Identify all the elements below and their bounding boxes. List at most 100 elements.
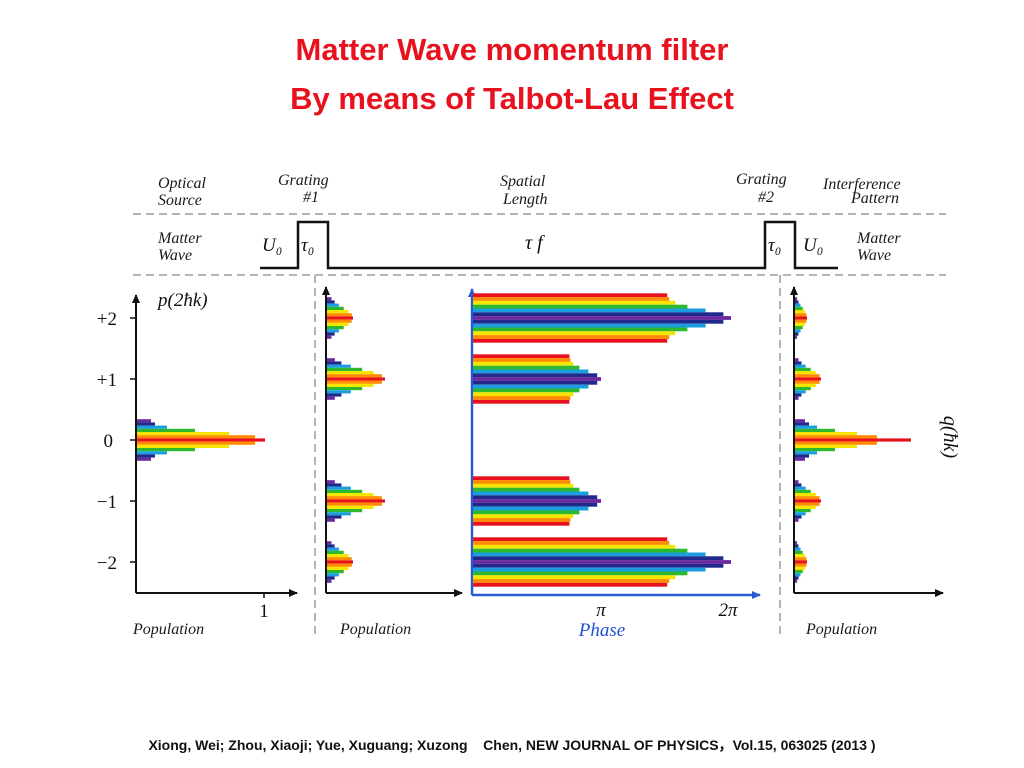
p2-order-p2-bar [327,326,344,330]
p3-order-p1-bar [473,388,580,393]
panel-4-axes: Population q(ħk) [790,286,961,638]
p3-order-m2-bar [473,571,688,576]
p2-order-m2-bar [327,566,349,570]
p3-order-m1-bar [473,491,589,496]
tau0-right-label: τ₀ [768,235,781,256]
p2-order-p1-bar [327,364,351,368]
tau0-left-label: τ₀ [301,235,314,256]
p1-order-0-bar [137,438,265,442]
p3-order-m1-bar [473,518,571,522]
p3-order-m1-bar [473,510,580,515]
p2-order-p1-bar [327,367,363,371]
p3-order-p1-bar [473,369,589,374]
p4-order-m2-bar [795,563,807,567]
p4-order-m2-bar [795,579,798,583]
p3-order-p1-bar [473,373,598,378]
p4-order-p1-bar [795,358,799,362]
matter-wave-right-label-1: Matter [856,230,901,247]
p1-order-0-bar [137,428,195,432]
p2-order-m1-bar [327,483,342,487]
p4-order-0-bar [795,441,877,445]
p4-order-m1-bar [795,512,806,516]
panel-4-xlabel: Population [805,621,877,638]
p4-order-m1-bar [795,515,802,519]
p4-order-p2-bar [795,300,799,304]
p1-order-0-bar [137,435,255,439]
p2-order-p2-bar [327,322,349,326]
optical-source-label-1: Optical [158,175,207,192]
p2-order-m2-bar [327,544,335,548]
p3-order-p2-bar [473,304,688,309]
p4-order-p2-bar [795,306,803,310]
p1-order-0-bar [137,432,229,436]
p2-order-p2-bar [327,310,349,314]
p3-order-m1-bar [473,495,598,500]
p4-order-m2-bar [795,541,798,545]
panel-2-xlabel: Population [339,621,411,638]
p1-order-0-bar [137,454,155,458]
p2-order-p1-bar [327,380,382,384]
p3-order-p1-bar [473,399,570,404]
panel-1-xlabel: Population [132,621,204,638]
p2-order-p2-bar [327,329,339,333]
p3-order-p1-bar [473,358,571,362]
p4-order-m1-bar [795,489,811,493]
grating1-label-1: Grating [278,172,329,189]
slide-title-line-2: By means of Talbot-Lau Effect [290,81,734,116]
p2-order-p1-bar [327,393,342,397]
panel-3-xlabel: Phase [578,620,625,641]
p3-order-m2-bar [473,579,670,583]
y-tick-m1: −1 [97,492,117,513]
p1-order-0-bar [137,422,155,426]
p4-order-m1-bar [795,509,811,513]
interference-pattern-label-1: Interference [822,176,901,193]
p1-order-0-bar [137,444,229,448]
p2-order-m1-bar [327,515,342,519]
p4-order-m2-bar [795,576,799,580]
p1-order-0-bar [137,451,167,455]
p4-order-0-bar [795,457,805,461]
p3-order-m2-bar [473,552,706,557]
p3-order-m1-bar [473,502,598,507]
p2-order-p2-bar [327,306,344,310]
p2-order-p1-bar [327,371,374,375]
grating1-label-2: #1 [303,189,319,206]
p3-order-p2-bar [473,335,670,339]
p2-order-p1-bar [327,387,363,391]
p4-order-p1-bar [795,396,799,400]
p4-order-0-bar [795,438,911,442]
p4-order-0-bar [795,425,817,429]
matter-wave-left-label-2: Wave [158,247,192,264]
p2-order-m2-bar [327,570,344,574]
p2-order-m2-bar [327,573,339,577]
p2-order-m2-bar [327,557,352,561]
p3-order-m2-bar [473,563,724,568]
p4-order-0-bar [795,454,809,458]
p4-order-p2-bar [795,297,798,301]
p2-order-m1-bar [327,486,351,490]
p2-order-m1-bar [327,518,335,522]
p3-order-p1-bar [473,380,598,385]
p4-order-0-bar [795,435,877,439]
p2-order-m2-bar [327,550,344,554]
p4-order-m2-bar [795,547,801,551]
dashed-separators [133,213,946,635]
p3-order-m2-bar [473,582,668,587]
p4-order-p1-bar [795,387,811,391]
p3-order-m2-bar [473,575,676,580]
p4-order-m2-bar [795,570,803,574]
slide-title-line-1: Matter Wave momentum filter [295,32,729,67]
p3-order-p1-bar [473,377,601,381]
p2-order-p2-bar [327,313,352,317]
p4-order-0-bar [795,422,809,426]
p3-order-p2-bar [473,297,670,301]
spatial-length-label-2: Length [502,191,547,208]
tau-f-label: τ f [525,232,545,254]
p2-order-m2-bar [327,579,332,583]
p2-order-p1-bar [327,396,335,400]
p4-order-m2-bar [795,550,803,554]
p2-order-m2-bar [327,560,353,564]
spatial-length-label-1: Spatial [500,173,546,190]
p4-order-p1-bar [795,390,806,394]
